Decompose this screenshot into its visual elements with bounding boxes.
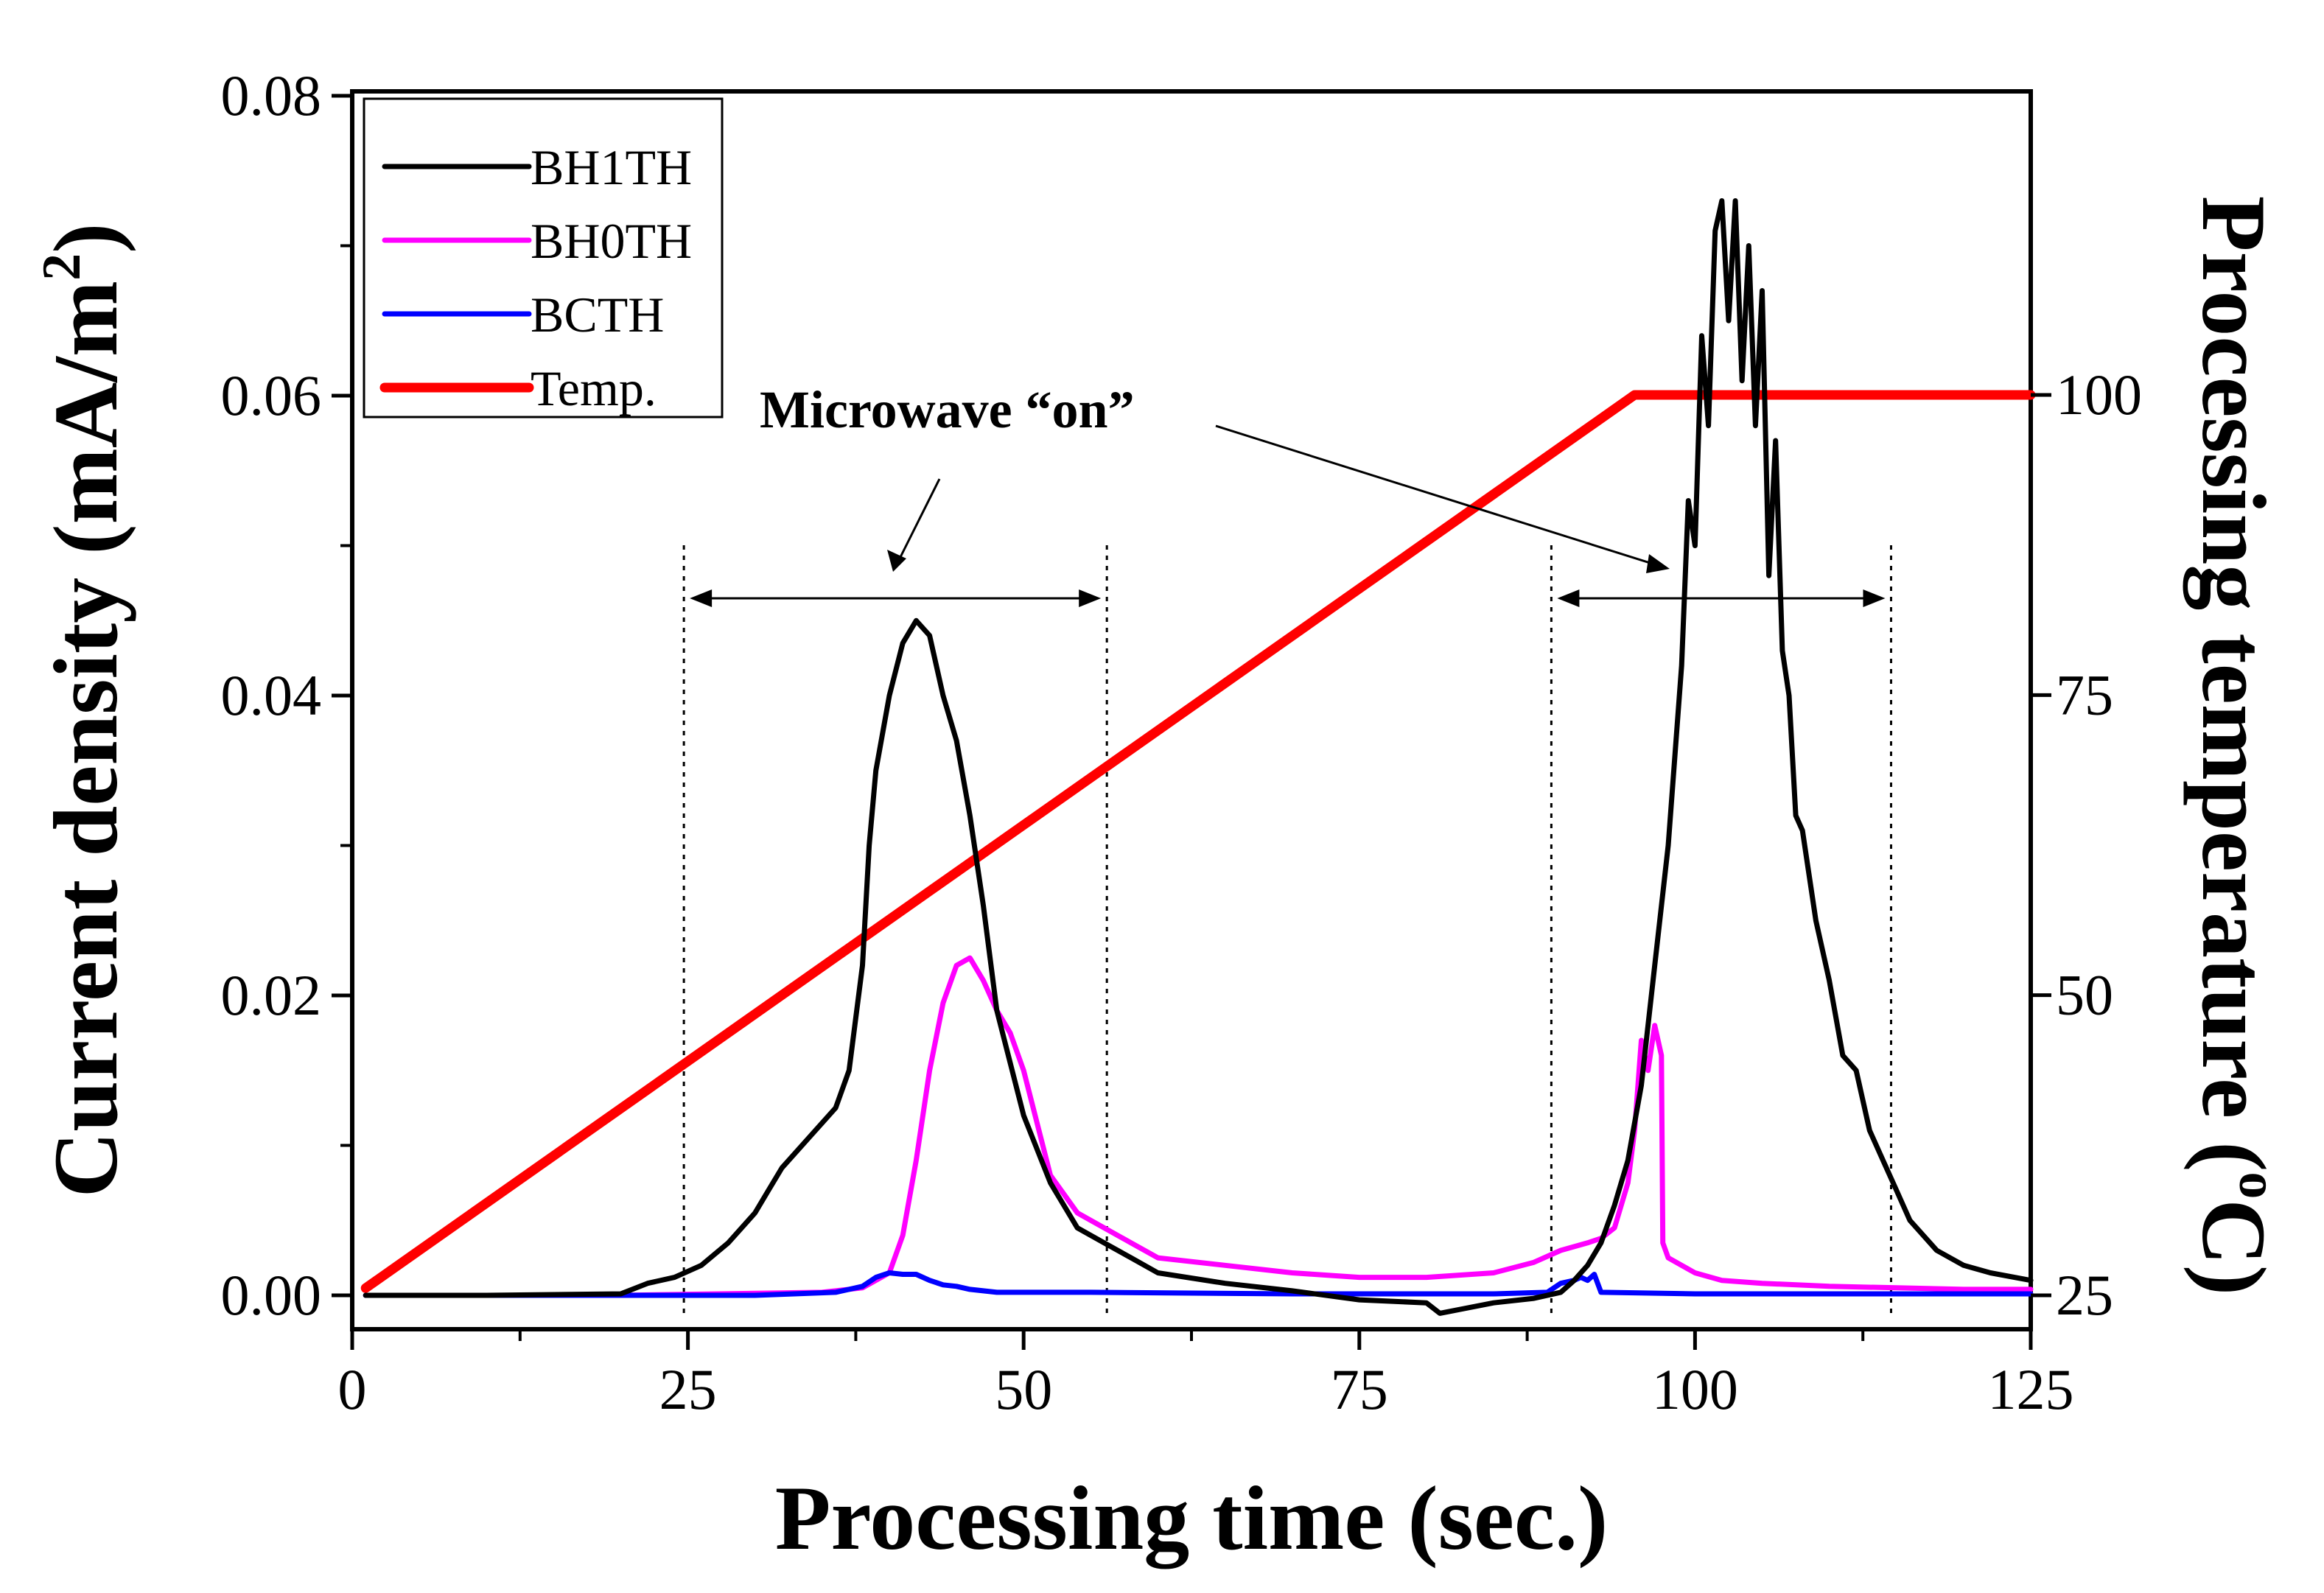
y-right-tick-label: 100 <box>2056 363 2142 427</box>
y-left-tick-label: 0.04 <box>221 663 322 727</box>
y-right-tick-label: 75 <box>2056 662 2113 727</box>
legend-label-bh1th: BH1TH <box>531 139 692 195</box>
y-left-tick-label: 0.00 <box>221 1263 322 1327</box>
right-y-axis-title-sup: o <box>2227 1172 2288 1199</box>
x-tick-label: 100 <box>1652 1357 1738 1421</box>
legend-label-bcth: BCTH <box>531 287 664 343</box>
interval-arrow-head-left-1 <box>1557 589 1580 607</box>
annotation-pointer-left <box>897 478 941 561</box>
interval-arrows <box>690 589 1886 607</box>
left-y-axis-title: Current density (mA/m2) <box>32 223 136 1198</box>
right-y-axis-title: Processing temperature (oC) <box>2183 196 2288 1295</box>
left-y-axis-title-sup: 2 <box>32 253 92 281</box>
left-y-axis-title-main: Current density (mA/m <box>35 281 136 1197</box>
series-layer <box>360 198 2036 1316</box>
x-tick-label: 75 <box>1331 1357 1388 1421</box>
interval-arrow-head-right-0 <box>1079 589 1102 607</box>
x-axis-title: Processing time (sec.) <box>775 1468 1609 1569</box>
x-tick-label: 125 <box>1988 1357 2074 1421</box>
legend: BH1TH BH0TH BCTH Temp. <box>363 97 724 419</box>
y-left-tick-label: 0.08 <box>221 63 322 127</box>
x-tick-label: 25 <box>659 1357 717 1421</box>
series-bh0th <box>363 955 2034 1298</box>
annotation-pointer-right-head <box>1646 554 1670 573</box>
legend-box <box>363 97 724 419</box>
legend-items: BH1TH BH0TH BCTH Temp. <box>379 139 692 416</box>
series-temp <box>360 390 2036 1293</box>
series-bh1th <box>363 198 2034 1316</box>
y-right-tick-label: 50 <box>2056 963 2113 1027</box>
interval-arrow-head-left-0 <box>690 589 713 607</box>
series-bcth <box>363 1270 2034 1298</box>
ticks-layer <box>332 94 2051 1350</box>
right-y-axis-title-main: Processing temperature ( <box>2183 196 2284 1172</box>
x-tick-label: 0 <box>338 1357 367 1421</box>
annotation-pointer-right <box>1215 424 1660 567</box>
microwave-annotation-label: Microwave “on” <box>760 380 1135 439</box>
y-right-tick-label: 25 <box>2056 1263 2113 1327</box>
x-tick-label: 50 <box>995 1357 1052 1421</box>
legend-label-bh0th: BH0TH <box>531 213 692 269</box>
y-left-tick-label: 0.06 <box>221 363 322 427</box>
microwave-annotation: Microwave “on” <box>690 380 1886 607</box>
left-y-axis-title-tail: ) <box>35 223 136 253</box>
interval-arrow-head-right-1 <box>1863 589 1886 607</box>
right-y-axis-title-tail: C) <box>2183 1199 2284 1295</box>
tick-labels: 0 25 50 75 100 125 0.00 0.02 0.04 0.06 0.08 25 50 75 1… <box>221 63 2143 1421</box>
y-left-tick-label: 0.02 <box>221 963 322 1027</box>
annotation-pointer-left-head <box>887 550 906 572</box>
legend-label-temp: Temp. <box>531 360 657 416</box>
